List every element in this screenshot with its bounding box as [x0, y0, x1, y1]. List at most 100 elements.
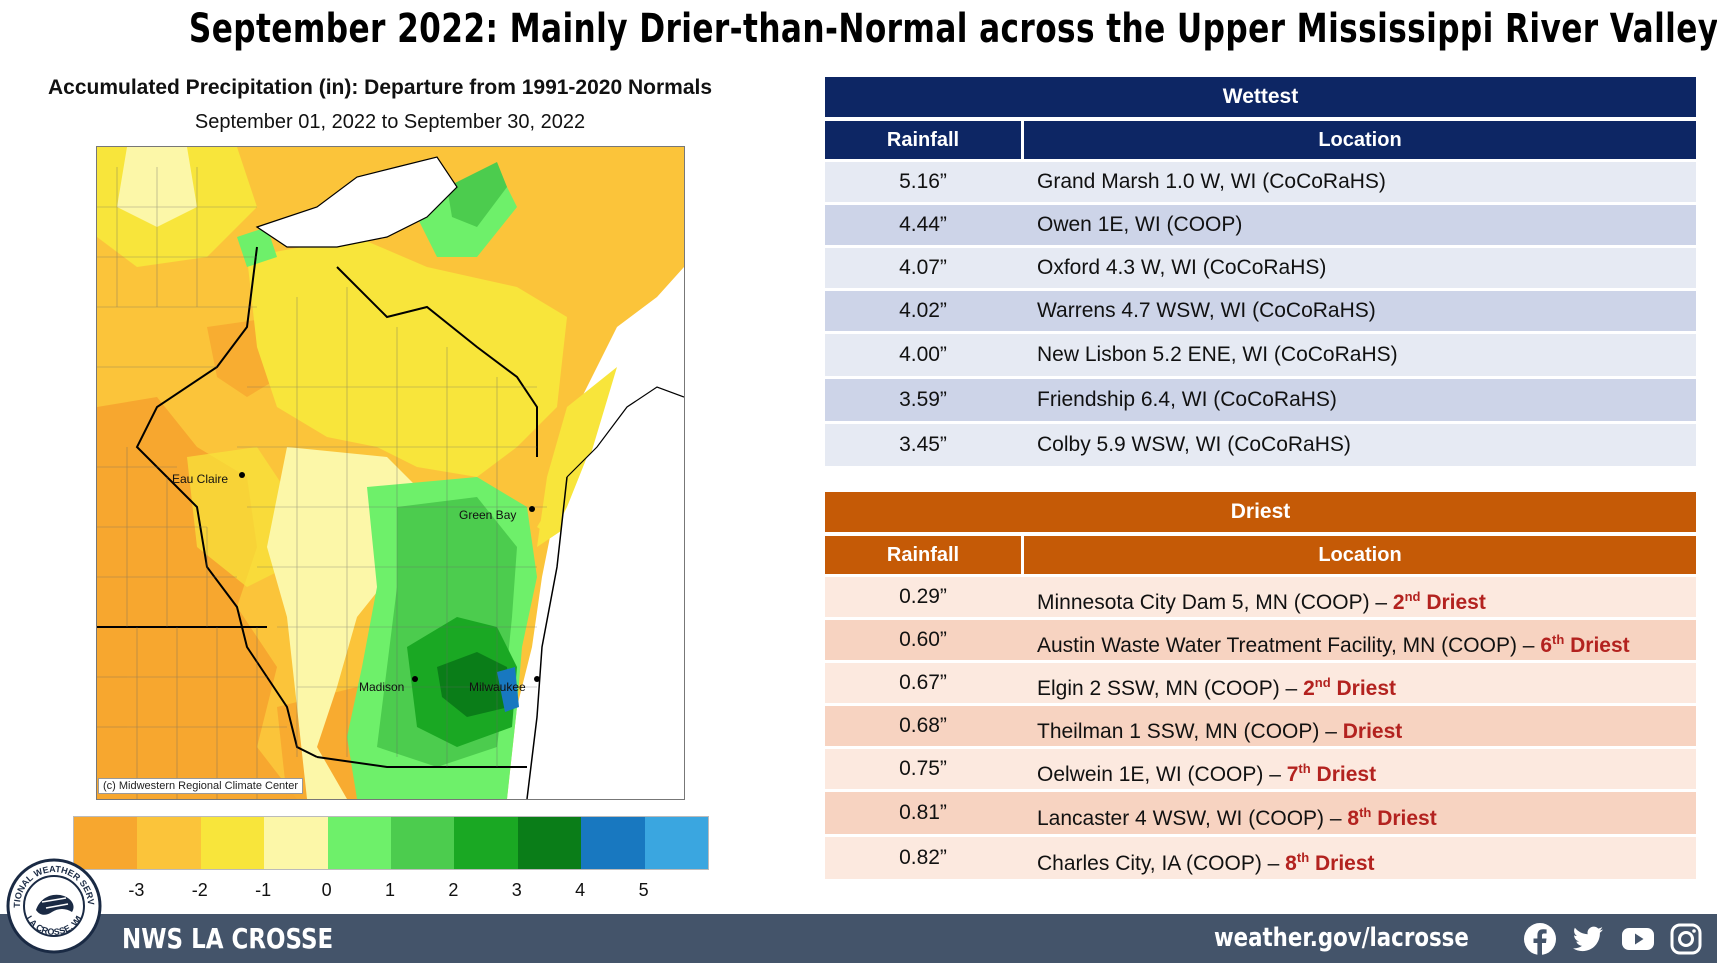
location-cell: Theilman 1 SSW, MN (COOP) – Driest [1024, 706, 1696, 746]
rainfall-value: 0.75” [899, 757, 947, 780]
table-row: 5.16” Grand Marsh 1.0 W, WI (CoCoRaHS) [825, 162, 1696, 202]
youtube-icon[interactable] [1621, 922, 1655, 956]
legend-swatch [391, 817, 455, 869]
rainfall-value: 0.67” [899, 671, 947, 694]
driest-table: Driest Rainfall Location 0.29” Minnesota … [825, 492, 1696, 879]
rank-word: Driest [1330, 677, 1396, 700]
map-graphic: Eau Claire Green Bay Madison Milwaukee [97, 147, 684, 799]
location-name: Grand Marsh 1.0 W, WI (CoCoRaHS) [1037, 170, 1386, 193]
table-row: 4.44” Owen 1E, WI (COOP) [825, 205, 1696, 245]
rank-suffix: th [1359, 805, 1372, 820]
table-row: 3.45” Colby 5.9 WSW, WI (CoCoRaHS) [825, 424, 1696, 466]
legend-swatch [454, 817, 518, 869]
legend-swatch [581, 817, 645, 869]
instagram-icon[interactable] [1669, 922, 1703, 956]
table-row: 0.82” Charles City, IA (COOP) – 8th Dries… [825, 837, 1696, 879]
table-row: 4.07” Oxford 4.3 W, WI (CoCoRaHS) [825, 248, 1696, 288]
location-name: Theilman 1 SSW, MN (COOP) – [1037, 720, 1343, 743]
location-cell: Minnesota City Dam 5, MN (COOP) – 2nd Dr… [1024, 577, 1696, 617]
wettest-title: Wettest [825, 77, 1696, 117]
rank-suffix: th [1296, 850, 1310, 865]
driest-rank: 2nd Driest [1392, 589, 1486, 614]
legend-swatch [517, 817, 582, 869]
rank-suffix: th [1552, 632, 1565, 647]
location-name: Oelwein 1E, WI (COOP) – [1037, 763, 1287, 786]
rainfall-value: 4.02” [899, 299, 947, 322]
wettest-table: Wettest Rainfall Location 5.16” Grand Mar… [825, 77, 1696, 466]
nws-logo: NATIONAL WEATHER SERVICE LA CROSSE, WI [6, 858, 102, 954]
wettest-header: Rainfall Location [825, 121, 1696, 159]
legend-swatch [644, 817, 709, 869]
rank-number: 2 [1392, 591, 1405, 614]
table-row: 0.67” Elgin 2 SSW, MN (COOP) – 2nd Driest [825, 663, 1696, 703]
wet-zone-blue [497, 667, 519, 712]
rank-suffix: th [1298, 761, 1311, 776]
map-title: Accumulated Precipitation (in): Departur… [47, 76, 713, 99]
rank-word: Driest [1309, 852, 1375, 875]
col-rainfall: Rainfall [825, 121, 1021, 159]
facebook-icon[interactable] [1523, 922, 1557, 956]
table-row: 4.00” New Lisbon 5.2 ENE, WI (CoCoRaHS) [825, 334, 1696, 376]
driest-header: Rainfall Location [825, 536, 1696, 574]
driest-rank: 8th Driest [1347, 805, 1437, 830]
rainfall-value: 5.16” [899, 170, 947, 193]
yellow-zone-central [247, 237, 567, 477]
city-dot-milwaukee [534, 676, 540, 682]
city-label-milwaukee: Milwaukee [469, 680, 526, 694]
rank-suffix: nd [1314, 675, 1331, 690]
location-cell: Oelwein 1E, WI (COOP) – 7th Driest [1024, 749, 1696, 789]
location-name: Owen 1E, WI (COOP) [1037, 213, 1243, 236]
driest-rank: 7th Driest [1286, 761, 1377, 786]
footer-bar: NWS LA CROSSE weather.gov/lacrosse [0, 914, 1717, 963]
precip-departure-map: Eau Claire Green Bay Madison Milwaukee [96, 146, 685, 800]
headline: September 2022: Mainly Drier-than-Normal… [188, 6, 1717, 52]
col-location: Location [1024, 536, 1696, 574]
rank-word: Driest [1310, 763, 1377, 786]
rainfall-value: 3.59” [899, 388, 947, 411]
state-border-wi-mi [336, 266, 538, 457]
rank-number: 6 [1540, 634, 1553, 657]
website-link[interactable]: weather.gov/lacrosse [1214, 923, 1469, 953]
rank-word: Driest [1420, 591, 1486, 614]
table-row: 0.29” Minnesota City Dam 5, MN (COOP) – 2… [825, 577, 1696, 617]
color-legend [73, 816, 709, 870]
city-label-madison: Madison [359, 680, 404, 694]
legend-swatch [137, 817, 201, 869]
rank-number: 8 [1347, 807, 1360, 830]
location-name: Colby 5.9 WSW, WI (CoCoRaHS) [1037, 433, 1351, 456]
location-name: Charles City, IA (COOP) – [1037, 852, 1286, 875]
coastline [255, 156, 684, 478]
rank-number: 7 [1286, 763, 1299, 786]
legend-tick-label: -2 [191, 880, 208, 900]
driest-title: Driest [825, 492, 1696, 532]
lake-superior [257, 157, 457, 247]
county-lines [97, 167, 547, 799]
driest-rank: Driest [1343, 720, 1403, 743]
table-row: 0.75” Oelwein 1E, WI (COOP) – 7th Driest [825, 749, 1696, 789]
location-cell: Lancaster 4 WSW, WI (COOP) – 8th Driest [1024, 792, 1696, 834]
city-dot-eau-claire [239, 472, 245, 478]
location-name: New Lisbon 5.2 ENE, WI (CoCoRaHS) [1037, 343, 1398, 366]
state-border-wi-il [316, 756, 527, 768]
wet-zone-north-medium [447, 162, 507, 227]
lakeshore-west [526, 476, 568, 799]
city-label-eau-claire: Eau Claire [172, 472, 228, 486]
twitter-icon[interactable] [1571, 922, 1605, 956]
map-credit: (c) Midwestern Regional Climate Center [98, 778, 304, 794]
rainfall-value: 0.81” [899, 801, 947, 824]
rainfall-value: 4.44” [899, 213, 947, 236]
legend-tick-label: 0 [321, 880, 332, 900]
wet-zone-darkest [437, 652, 509, 717]
rank-word: Driest [1371, 807, 1437, 830]
city-dot-green-bay [529, 506, 535, 512]
legend-swatch [327, 817, 392, 869]
rainfall-value: 3.45” [899, 433, 947, 456]
legend-tick-label: 5 [638, 880, 649, 900]
table-row: 0.60” Austin Waste Water Treatment Facili… [825, 620, 1696, 660]
legend-tick-label: 1 [384, 880, 396, 900]
legend-tick-label: 4 [575, 880, 586, 900]
rainfall-value: 0.29” [899, 585, 947, 608]
rainfall-value: 0.60” [899, 628, 947, 651]
location-name: Oxford 4.3 W, WI (CoCoRaHS) [1037, 256, 1327, 279]
door-peninsula [537, 457, 587, 537]
